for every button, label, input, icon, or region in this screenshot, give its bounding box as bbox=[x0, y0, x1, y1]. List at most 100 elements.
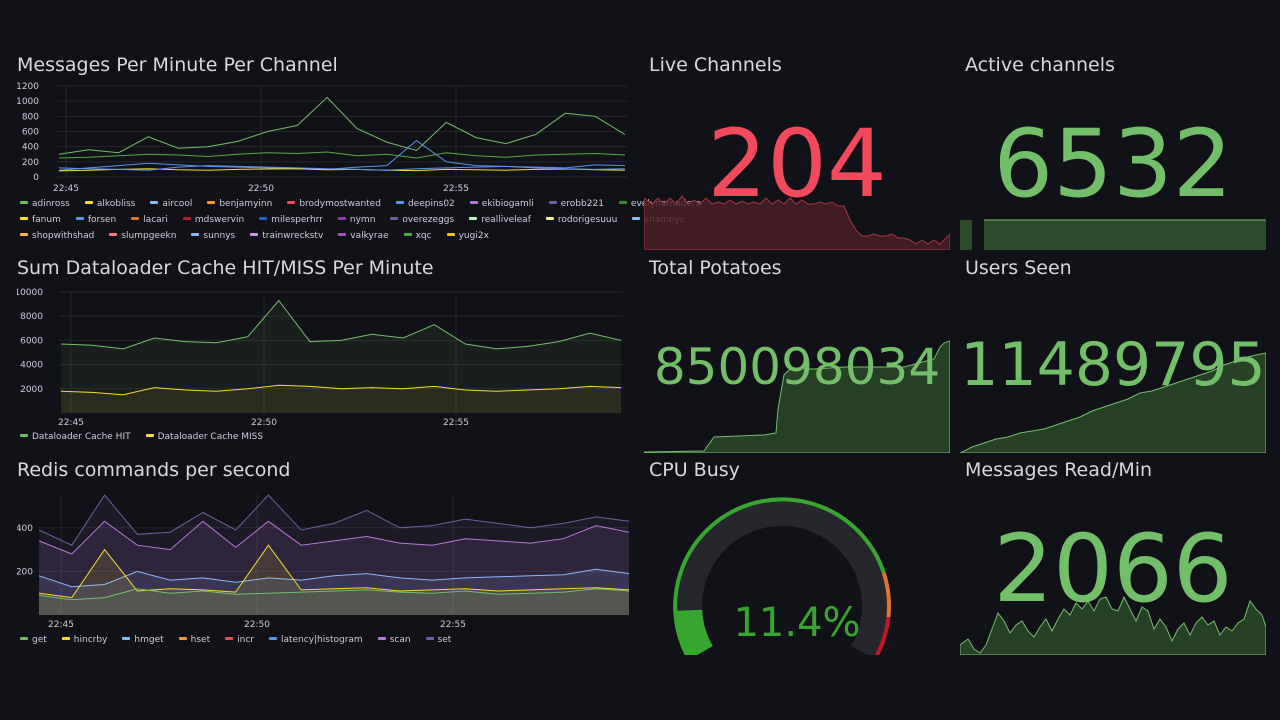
panel-redis-commands: Redis commands per second 400 200 22:45 22… bbox=[17, 459, 631, 654]
y-tick-label: 0 bbox=[33, 173, 39, 183]
legend-item[interactable]: aircool bbox=[147, 196, 192, 212]
panel-title[interactable]: Messages Per Minute Per Channel bbox=[17, 54, 338, 76]
y-tick-label: 800 bbox=[22, 112, 39, 122]
legend-swatch bbox=[207, 201, 216, 204]
x-tick-label: 22:55 bbox=[440, 620, 466, 630]
panel-title[interactable]: Sum Dataloader Cache HIT/MISS Per Minute bbox=[17, 257, 434, 279]
panel-title[interactable]: Live Channels bbox=[649, 54, 782, 76]
y-tick-label: 600 bbox=[22, 128, 39, 138]
legend-item[interactable]: brodymostwanted bbox=[284, 196, 381, 212]
dataloader-chart[interactable]: 10000 8000 6000 4000 2000 22:45 22:50 22:55 bbox=[17, 285, 631, 435]
legend-item[interactable]: hset bbox=[176, 632, 210, 648]
legend-swatch bbox=[20, 233, 28, 236]
cpu-gauge[interactable] bbox=[644, 485, 950, 655]
series-line-adinross bbox=[58, 96, 626, 155]
legend-item[interactable]: hincrby bbox=[59, 632, 107, 648]
legend-item[interactable]: get bbox=[17, 632, 47, 648]
legend-item[interactable]: valkyrae bbox=[335, 228, 389, 244]
panel-active-channels: Active channels 6532 bbox=[960, 54, 1266, 250]
panel-total-potatoes: Total Potatoes 850098034 bbox=[644, 257, 950, 453]
legend-item[interactable]: forsen bbox=[73, 212, 116, 228]
legend-item[interactable]: scan bbox=[375, 632, 411, 648]
legend-label: fanum bbox=[32, 215, 61, 225]
series-line-deepins02 bbox=[58, 139, 626, 171]
legend-swatch bbox=[20, 434, 28, 437]
legend-label: lacari bbox=[143, 215, 168, 225]
legend-item[interactable]: set bbox=[423, 632, 451, 648]
legend-label: hset bbox=[190, 635, 211, 645]
y-tick-label: 8000 bbox=[20, 312, 43, 322]
legend-label: realliveleaf bbox=[481, 215, 531, 225]
panel-title[interactable]: Active channels bbox=[965, 54, 1115, 76]
legend-item[interactable]: lacari bbox=[128, 212, 168, 228]
panel-live-channels: Live Channels 204 bbox=[644, 54, 950, 250]
legend-swatch bbox=[548, 201, 557, 204]
series-line-scan bbox=[38, 520, 630, 555]
legend-swatch bbox=[425, 637, 434, 640]
legend-label: valkyrae bbox=[350, 231, 389, 241]
legend-label: shopwithshad bbox=[32, 231, 95, 241]
panel-title[interactable]: Messages Read/Min bbox=[965, 459, 1153, 481]
y-tick-label: 200 bbox=[22, 158, 39, 168]
legend-row: get hincrby hmget hset incr latency|histogram… bbox=[17, 632, 463, 648]
legend-item[interactable]: shopwithshad bbox=[17, 228, 94, 244]
messages-chart[interactable]: 1200 1000 800 600 400 200 0 22:45 22:50 22:55 bbox=[17, 81, 631, 211]
legend-item[interactable]: mdswervin bbox=[180, 212, 244, 228]
series-area-0 bbox=[61, 300, 621, 413]
legend-item[interactable]: adinross bbox=[17, 196, 70, 212]
legend-item[interactable]: hmget bbox=[119, 632, 164, 648]
legend-item[interactable]: realliveleaf bbox=[466, 212, 531, 228]
legend-label: yugi2x bbox=[458, 231, 489, 241]
legend-swatch bbox=[191, 233, 200, 236]
panel-title[interactable]: CPU Busy bbox=[649, 459, 740, 481]
x-tick-label: 22:50 bbox=[248, 184, 274, 194]
active-channels-value: 6532 bbox=[993, 110, 1233, 219]
legend-item[interactable]: trainwreckstv bbox=[247, 228, 323, 244]
live-channels-sparkline bbox=[644, 195, 950, 250]
panel-title[interactable]: Users Seen bbox=[965, 257, 1072, 279]
legend-item[interactable]: yugi2x bbox=[444, 228, 489, 244]
legend-item[interactable]: alkobliss bbox=[82, 196, 135, 212]
legend-item[interactable]: slumpgeekn bbox=[106, 228, 176, 244]
legend-label: Dataloader Cache HIT bbox=[32, 432, 131, 442]
legend-swatch bbox=[182, 217, 191, 220]
active-channels-sparkline bbox=[960, 219, 1266, 250]
legend-item[interactable]: latency|histogram bbox=[266, 632, 363, 648]
legend-label: sunnys bbox=[203, 231, 236, 241]
panel-title[interactable]: Redis commands per second bbox=[17, 459, 291, 481]
legend-label: milesperhrr bbox=[271, 215, 323, 225]
legend-item[interactable]: xqc bbox=[401, 228, 432, 244]
legend-item[interactable]: rodorigesuuu bbox=[543, 212, 617, 228]
legend-item[interactable]: incr bbox=[222, 632, 254, 648]
legend-item[interactable]: milesperhrr bbox=[256, 212, 323, 228]
legend-label: brodymostwanted bbox=[299, 199, 381, 209]
legend-label: benjamyinn bbox=[219, 199, 273, 209]
series-line-alkobliss bbox=[58, 168, 626, 172]
legend-swatch bbox=[287, 201, 296, 204]
legend-item[interactable]: Dataloader Cache MISS bbox=[143, 429, 263, 445]
legend-item[interactable]: deepins02 bbox=[393, 196, 455, 212]
messages-legend: adinross alkobliss aircool benjamyinn brodym… bbox=[17, 196, 713, 244]
users-seen-sparkline bbox=[960, 352, 1266, 453]
x-tick-label: 22:55 bbox=[443, 184, 469, 194]
redis-legend: get hincrby hmget hset incr latency|histogram… bbox=[17, 632, 463, 648]
legend-item[interactable]: ekibiogamli bbox=[467, 196, 534, 212]
series-line-1 bbox=[60, 384, 622, 396]
y-tick-label: 200 bbox=[17, 567, 33, 577]
series-line-hmget bbox=[38, 568, 630, 588]
redis-chart[interactable]: 400 200 22:45 22:50 22:55 bbox=[17, 489, 631, 639]
legend-item[interactable]: overezeggs bbox=[387, 212, 454, 228]
legend-item[interactable]: erobb221 bbox=[546, 196, 604, 212]
legend-item[interactable]: sunnys bbox=[188, 228, 235, 244]
panel-title[interactable]: Total Potatoes bbox=[649, 257, 782, 279]
legend-label: hmget bbox=[134, 635, 164, 645]
legend-swatch bbox=[250, 233, 259, 236]
legend-swatch bbox=[75, 217, 84, 220]
total-potatoes-value: 850098034 bbox=[653, 338, 941, 396]
dataloader-legend: Dataloader Cache HIT Dataloader Cache MIS… bbox=[17, 429, 275, 445]
legend-item[interactable]: benjamyinn bbox=[204, 196, 272, 212]
legend-item[interactable]: Dataloader Cache HIT bbox=[17, 429, 131, 445]
legend-item[interactable]: nymn bbox=[335, 212, 375, 228]
legend-item[interactable]: fanum bbox=[17, 212, 61, 228]
legend-label: scan bbox=[389, 635, 411, 645]
